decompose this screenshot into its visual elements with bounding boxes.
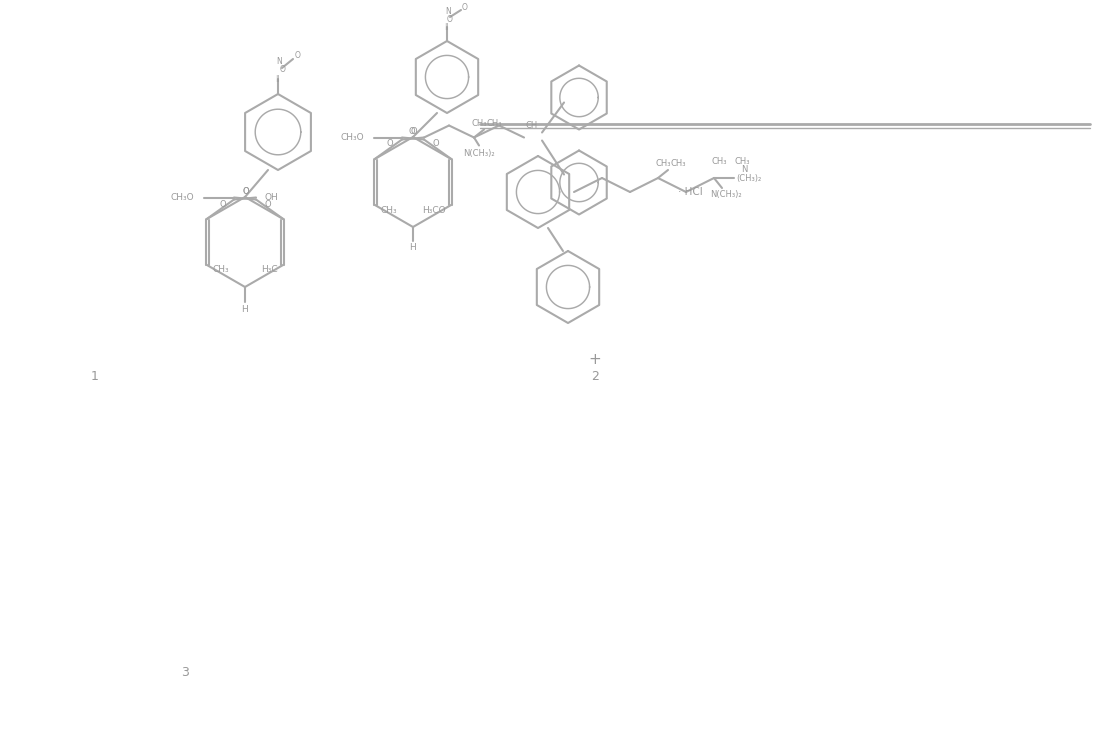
Text: CH₃: CH₃ <box>670 160 685 169</box>
Text: CH₃: CH₃ <box>655 160 671 169</box>
Text: O: O <box>447 14 453 23</box>
Text: O: O <box>243 187 250 196</box>
Text: 3: 3 <box>181 666 189 678</box>
Text: O: O <box>280 66 286 75</box>
Text: (CH₃)₂: (CH₃)₂ <box>736 173 762 182</box>
Text: H: H <box>242 305 249 314</box>
Text: +: + <box>589 352 601 367</box>
Text: O: O <box>387 139 393 148</box>
Text: ‖: ‖ <box>275 75 279 81</box>
Text: ‖: ‖ <box>445 23 448 31</box>
Text: O: O <box>462 2 468 11</box>
Text: OH: OH <box>264 193 278 202</box>
Text: O: O <box>220 200 227 209</box>
Text: N: N <box>276 58 281 66</box>
Text: H₃C: H₃C <box>261 265 277 274</box>
Text: O: O <box>433 139 439 148</box>
Text: O: O <box>265 200 272 209</box>
Text: 1: 1 <box>91 371 99 383</box>
Text: 2: 2 <box>591 371 599 383</box>
Text: · HCl: · HCl <box>678 187 702 197</box>
Text: CH₃O: CH₃O <box>341 133 364 142</box>
Text: N: N <box>741 166 747 175</box>
Text: N(CH₃)₂: N(CH₃)₂ <box>711 190 741 199</box>
Text: H: H <box>410 244 416 252</box>
Text: CH₃: CH₃ <box>381 206 397 215</box>
Text: O: O <box>295 52 301 61</box>
Text: CH₃: CH₃ <box>735 158 750 167</box>
Text: H₃CO: H₃CO <box>423 206 446 215</box>
Text: CH₃: CH₃ <box>486 119 502 128</box>
Text: O: O <box>411 127 417 136</box>
Text: CH₃: CH₃ <box>712 158 727 167</box>
Text: CH₃O: CH₃O <box>170 193 194 202</box>
Text: O: O <box>408 127 415 136</box>
Text: N(CH₃)₂: N(CH₃)₂ <box>463 149 495 158</box>
Text: N: N <box>446 7 451 16</box>
Text: CH: CH <box>526 121 538 130</box>
Text: CH₃: CH₃ <box>212 265 229 274</box>
Text: O: O <box>243 187 250 196</box>
Text: CH₃: CH₃ <box>471 119 487 128</box>
